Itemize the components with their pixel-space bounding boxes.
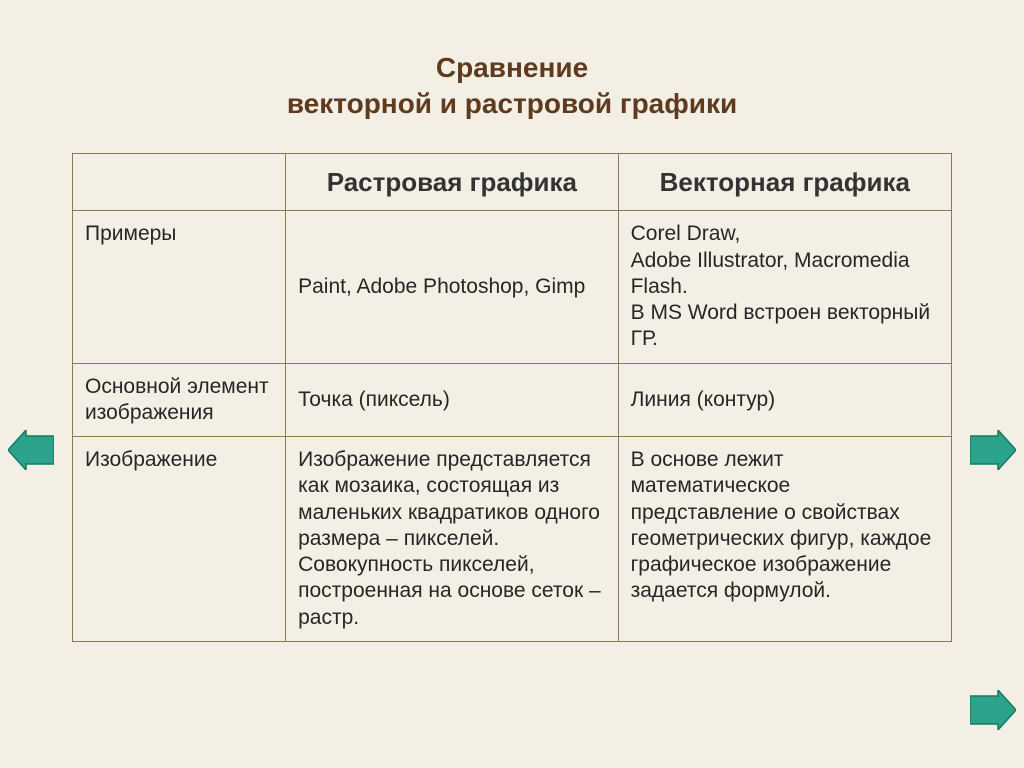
arrow-right-icon	[970, 690, 1016, 730]
title-line-1: Сравнение	[436, 52, 588, 83]
arrow-right-icon	[970, 430, 1016, 470]
slide-title: Сравнение векторной и растровой графики	[60, 50, 964, 123]
row-label: Изображение	[73, 437, 286, 642]
header-blank	[73, 153, 286, 211]
prev-arrow-button[interactable]	[8, 430, 54, 470]
row-raster: Изображение представляется как мозаика, …	[286, 437, 618, 642]
table-header-row: Растровая графика Векторная графика	[73, 153, 952, 211]
next-arrow-button[interactable]	[970, 430, 1016, 470]
table-row: Примеры Paint, Adobe Photoshop, Gimp Cor…	[73, 211, 952, 363]
row-vector: В основе лежит математическое представле…	[618, 437, 951, 642]
arrow-left-icon	[8, 430, 54, 470]
slide: Сравнение векторной и растровой графики …	[0, 0, 1024, 768]
table-row: Изображение Изображение представляется к…	[73, 437, 952, 642]
table-row: Основной элемент изображения Точка (пикс…	[73, 363, 952, 437]
title-line-2: векторной и растровой графики	[287, 88, 737, 119]
row-vector: Линия (контур)	[618, 363, 951, 437]
row-raster: Paint, Adobe Photoshop, Gimp	[286, 211, 618, 363]
row-label: Примеры	[73, 211, 286, 363]
header-raster: Растровая графика	[286, 153, 618, 211]
row-raster: Точка (пиксель)	[286, 363, 618, 437]
row-vector: Corel Draw, Adobe Illustrator, Macromedi…	[618, 211, 951, 363]
row-label: Основной элемент изображения	[73, 363, 286, 437]
comparison-table: Растровая графика Векторная графика Прим…	[72, 153, 952, 642]
header-vector: Векторная графика	[618, 153, 951, 211]
next-arrow-button-2[interactable]	[970, 690, 1016, 730]
